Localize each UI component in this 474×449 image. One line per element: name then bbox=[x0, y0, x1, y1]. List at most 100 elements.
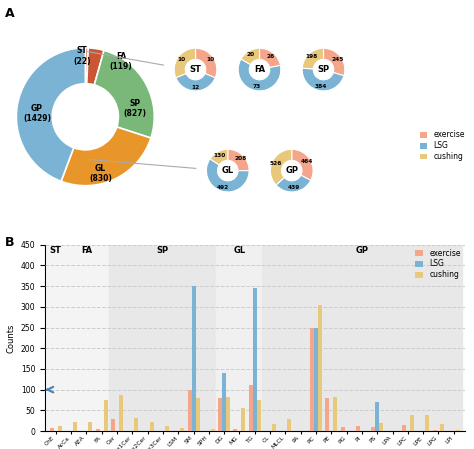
Text: ST: ST bbox=[190, 65, 201, 74]
Wedge shape bbox=[94, 50, 154, 138]
Wedge shape bbox=[61, 127, 151, 186]
Bar bbox=[314, 327, 318, 431]
Legend: exercise, LSG, cushing: exercise, LSG, cushing bbox=[417, 128, 468, 164]
Text: 526: 526 bbox=[270, 161, 282, 166]
Wedge shape bbox=[87, 48, 104, 85]
Wedge shape bbox=[271, 149, 292, 185]
Text: ST: ST bbox=[50, 246, 62, 255]
Text: 20: 20 bbox=[246, 52, 255, 57]
Bar bbox=[341, 427, 345, 431]
Bar bbox=[375, 402, 379, 431]
Wedge shape bbox=[323, 48, 345, 76]
Bar bbox=[333, 397, 337, 431]
Bar bbox=[96, 429, 100, 431]
Bar bbox=[241, 408, 246, 431]
Wedge shape bbox=[302, 48, 324, 69]
Legend: exercise, LSG, cushing: exercise, LSG, cushing bbox=[415, 249, 461, 279]
Bar bbox=[196, 398, 200, 431]
Bar bbox=[104, 400, 108, 431]
Bar bbox=[216, 245, 263, 431]
Bar bbox=[191, 286, 196, 431]
Wedge shape bbox=[85, 48, 88, 84]
Text: 464: 464 bbox=[301, 159, 313, 164]
Bar bbox=[287, 419, 292, 431]
Text: 73: 73 bbox=[253, 84, 261, 89]
Text: SP
(827): SP (827) bbox=[123, 99, 146, 118]
Bar bbox=[456, 430, 460, 431]
Wedge shape bbox=[228, 149, 249, 171]
Text: 10: 10 bbox=[177, 57, 185, 62]
Wedge shape bbox=[259, 48, 281, 68]
Wedge shape bbox=[17, 48, 85, 181]
Bar bbox=[272, 424, 276, 431]
Bar bbox=[262, 245, 462, 431]
Bar bbox=[425, 415, 429, 431]
Bar bbox=[88, 423, 92, 431]
Bar bbox=[47, 245, 64, 431]
Text: 198: 198 bbox=[305, 54, 318, 59]
Bar bbox=[63, 245, 110, 431]
Text: GL: GL bbox=[222, 166, 234, 175]
Bar bbox=[402, 425, 406, 431]
Bar bbox=[134, 418, 138, 431]
Bar bbox=[180, 428, 184, 431]
Wedge shape bbox=[210, 149, 228, 165]
Bar bbox=[410, 415, 414, 431]
Bar bbox=[371, 427, 375, 431]
Bar bbox=[188, 390, 191, 431]
Text: 130: 130 bbox=[213, 153, 226, 158]
Bar bbox=[234, 429, 237, 431]
Wedge shape bbox=[276, 175, 311, 192]
Text: ST
(22): ST (22) bbox=[73, 46, 91, 66]
Y-axis label: Counts: Counts bbox=[6, 323, 15, 352]
Bar bbox=[379, 423, 383, 431]
Bar bbox=[111, 418, 115, 431]
Text: 245: 245 bbox=[331, 57, 344, 62]
Bar bbox=[165, 427, 169, 431]
Bar bbox=[150, 422, 154, 431]
Wedge shape bbox=[302, 68, 344, 91]
Text: 12: 12 bbox=[191, 84, 200, 90]
Bar bbox=[325, 398, 329, 431]
Bar bbox=[310, 327, 314, 431]
Wedge shape bbox=[241, 48, 260, 65]
Bar bbox=[253, 288, 257, 431]
Wedge shape bbox=[207, 159, 249, 192]
Text: GP
(1429): GP (1429) bbox=[23, 104, 51, 123]
Bar bbox=[356, 426, 360, 431]
Bar bbox=[211, 429, 215, 431]
Wedge shape bbox=[174, 48, 196, 78]
Wedge shape bbox=[292, 149, 313, 180]
Text: 26: 26 bbox=[266, 53, 275, 58]
Text: 10: 10 bbox=[206, 57, 214, 62]
Bar bbox=[440, 424, 445, 431]
Bar bbox=[222, 373, 226, 431]
Text: SP: SP bbox=[318, 65, 329, 74]
Bar bbox=[318, 305, 322, 431]
Bar bbox=[119, 395, 123, 431]
Text: GP: GP bbox=[285, 166, 298, 175]
Text: FA: FA bbox=[81, 246, 92, 255]
Text: GP: GP bbox=[356, 246, 368, 255]
Bar bbox=[109, 245, 217, 431]
Text: 492: 492 bbox=[217, 185, 229, 190]
Bar bbox=[218, 398, 222, 431]
Text: 439: 439 bbox=[288, 185, 300, 190]
Wedge shape bbox=[176, 74, 215, 91]
Text: FA
(119): FA (119) bbox=[110, 52, 133, 71]
Text: FA: FA bbox=[254, 65, 265, 74]
Text: 208: 208 bbox=[234, 156, 246, 161]
Bar bbox=[58, 426, 62, 431]
Text: GL
(830): GL (830) bbox=[89, 163, 112, 183]
Bar bbox=[226, 397, 230, 431]
Text: 384: 384 bbox=[314, 84, 327, 89]
Wedge shape bbox=[195, 48, 217, 78]
Bar bbox=[257, 400, 261, 431]
Bar bbox=[432, 430, 437, 431]
Bar bbox=[50, 428, 54, 431]
Bar bbox=[73, 423, 77, 431]
Text: SP: SP bbox=[157, 246, 169, 255]
Wedge shape bbox=[238, 59, 281, 91]
Text: GL: GL bbox=[233, 246, 246, 255]
Text: B: B bbox=[5, 236, 14, 249]
